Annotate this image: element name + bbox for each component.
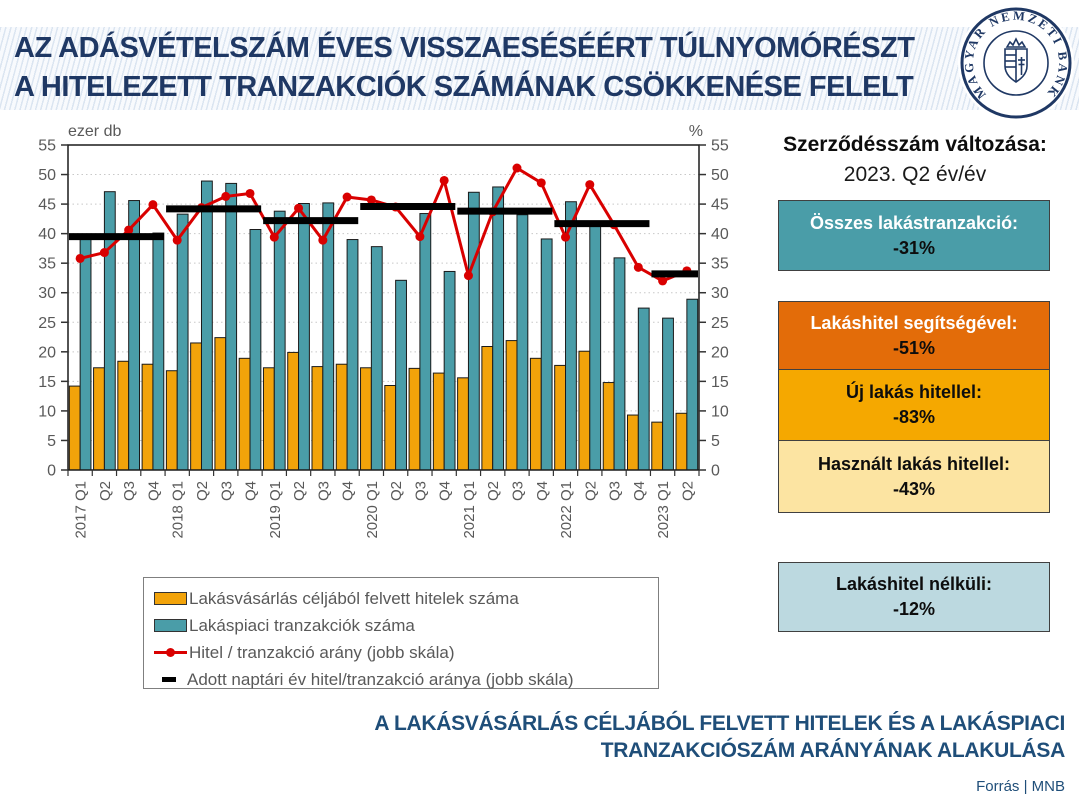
svg-text:2021 Q1: 2021 Q1 <box>461 481 478 539</box>
panel-box-with-loan: Lakáshitel segítségével: -51% <box>778 301 1050 370</box>
svg-text:50: 50 <box>38 167 56 184</box>
panel-box-label: Lakáshitel nélküli: <box>835 574 993 594</box>
svg-text:Q4: Q4 <box>534 481 551 501</box>
panel-box-label: Használt lakás hitellel: <box>817 453 1011 474</box>
svg-text:Q2: Q2 <box>388 481 405 501</box>
svg-text:Q2: Q2 <box>582 481 599 501</box>
coat-of-arms-icon <box>1004 37 1028 83</box>
panel-subtitle: 2023. Q2 év/év <box>843 163 987 186</box>
svg-text:2022 Q1: 2022 Q1 <box>558 481 575 539</box>
svg-text:5: 5 <box>711 433 720 450</box>
chart-legend: Lakásvásárlás céljából felvett hitelek s… <box>143 577 659 689</box>
svg-text:30: 30 <box>38 285 56 302</box>
panel-box-total-transactions: Összes lakástranzakció: -31% <box>778 200 1050 271</box>
svg-text:Q2: Q2 <box>194 481 211 501</box>
svg-text:Q2: Q2 <box>291 481 308 501</box>
svg-text:15: 15 <box>711 374 729 391</box>
legend-item-loans: Lakásvásárlás céljából felvett hitelek s… <box>154 585 648 612</box>
svg-text:Q3: Q3 <box>218 481 235 501</box>
panel-box-value: -43% <box>892 478 936 499</box>
svg-text:2023 Q1: 2023 Q1 <box>655 481 672 539</box>
svg-text:Q4: Q4 <box>340 481 357 501</box>
svg-text:10: 10 <box>38 403 56 420</box>
svg-text:Q4: Q4 <box>145 481 162 501</box>
panel-box-value: -83% <box>892 407 936 427</box>
page-title: AZ ADÁSVÉTELSZÁM ÉVES VISSZAESÉSÉÉRT TÚL… <box>14 29 954 107</box>
svg-text:10: 10 <box>711 403 729 420</box>
svg-text:Q2: Q2 <box>97 481 114 501</box>
svg-text:35: 35 <box>711 256 729 273</box>
svg-text:2017 Q1: 2017 Q1 <box>73 481 90 539</box>
legend-label: Hitel / tranzakció arány (jobb skála) <box>189 642 455 662</box>
svg-text:Q4: Q4 <box>437 481 454 501</box>
panel-box-new-home-loan: Új lakás hitellel: -83% <box>778 369 1050 441</box>
svg-text:50: 50 <box>711 167 729 184</box>
teal-bar-swatch-icon <box>154 619 187 632</box>
svg-text:Q3: Q3 <box>121 481 138 501</box>
svg-text:30: 30 <box>711 285 729 302</box>
panel-box-value: -12% <box>892 599 936 619</box>
svg-text:Q3: Q3 <box>315 481 332 501</box>
caption-line1: A LAKÁSVÁSÁRLÁS CÉLJÁBÓL FELVETT HITELEK… <box>374 712 1065 735</box>
svg-text:0: 0 <box>47 463 56 480</box>
legend-label: Lakáspiaci tranzakciók száma <box>189 615 415 635</box>
svg-text:Q3: Q3 <box>509 481 526 501</box>
legend-label: Lakásvásárlás céljából felvett hitelek s… <box>189 588 519 608</box>
svg-text:5: 5 <box>47 433 56 450</box>
svg-text:20: 20 <box>38 344 56 361</box>
svg-text:40: 40 <box>38 226 56 243</box>
svg-text:0: 0 <box>711 463 720 480</box>
svg-text:ezer db: ezer db <box>68 123 121 140</box>
panel-box-label: Lakáshitel segítségével: <box>810 312 1018 333</box>
svg-text:55: 55 <box>38 138 56 155</box>
black-dash-swatch-icon <box>162 677 176 682</box>
chart-caption: A LAKÁSVÁSÁRLÁS CÉLJÁBÓL FELVETT HITELEK… <box>165 710 1065 764</box>
legend-item-yearly-ratio: Adott naptári év hitel/tranzakció aránya… <box>154 666 648 693</box>
svg-text:Q4: Q4 <box>631 481 648 501</box>
panel-box-value: -51% <box>892 337 936 358</box>
red-line-dot-swatch-icon <box>154 646 187 659</box>
panel-box-label: Összes lakástranzakció: <box>809 212 1019 233</box>
svg-text:55: 55 <box>711 138 729 155</box>
panel-box-value: -31% <box>892 237 936 258</box>
legend-item-ratio: Hitel / tranzakció arány (jobb skála) <box>154 639 648 666</box>
panel-box-without-loan: Lakáshitel nélküli: -12% <box>778 562 1050 632</box>
svg-text:40: 40 <box>711 226 729 243</box>
source-note: Forrás | MNB <box>976 778 1065 795</box>
svg-text:Q2: Q2 <box>679 481 696 501</box>
panel-box-used-home-loan: Használt lakás hitellel: -43% <box>778 440 1050 513</box>
svg-text:25: 25 <box>711 315 729 332</box>
svg-text:Q3: Q3 <box>607 481 624 501</box>
svg-text:45: 45 <box>38 197 56 214</box>
svg-text:%: % <box>689 123 703 140</box>
panel-title: Szerződésszám változása: <box>783 133 1047 156</box>
orange-bar-swatch-icon <box>154 592 187 605</box>
header-stripe-band <box>0 27 1079 110</box>
panel-box-label: Új lakás hitellel: <box>845 382 983 402</box>
svg-text:2018 Q1: 2018 Q1 <box>170 481 187 539</box>
svg-text:2020 Q1: 2020 Q1 <box>364 481 381 539</box>
caption-line2: TRANZAKCIÓSZÁM ARÁNYÁNAK ALAKULÁSA <box>600 739 1066 762</box>
legend-label: Adott naptári év hitel/tranzakció aránya… <box>187 669 574 689</box>
svg-text:Q2: Q2 <box>485 481 502 501</box>
svg-text:Q3: Q3 <box>412 481 429 501</box>
svg-text:45: 45 <box>711 197 729 214</box>
svg-text:35: 35 <box>38 256 56 273</box>
svg-text:25: 25 <box>38 315 56 332</box>
svg-text:20: 20 <box>711 344 729 361</box>
svg-text:Q4: Q4 <box>243 481 260 501</box>
svg-text:15: 15 <box>38 374 56 391</box>
page-title-line1: AZ ADÁSVÉTELSZÁM ÉVES VISSZAESÉSÉÉRT TÚL… <box>14 32 915 64</box>
legend-item-transactions: Lakáspiaci tranzakciók száma <box>154 612 648 639</box>
svg-text:2019 Q1: 2019 Q1 <box>267 481 284 539</box>
page-title-line2: A HITELEZETT TRANZAKCIÓK SZÁMÁNAK CSÖKKE… <box>14 71 914 103</box>
mnb-logo-icon: MAGYAR NEMZETI BANK <box>958 5 1074 121</box>
